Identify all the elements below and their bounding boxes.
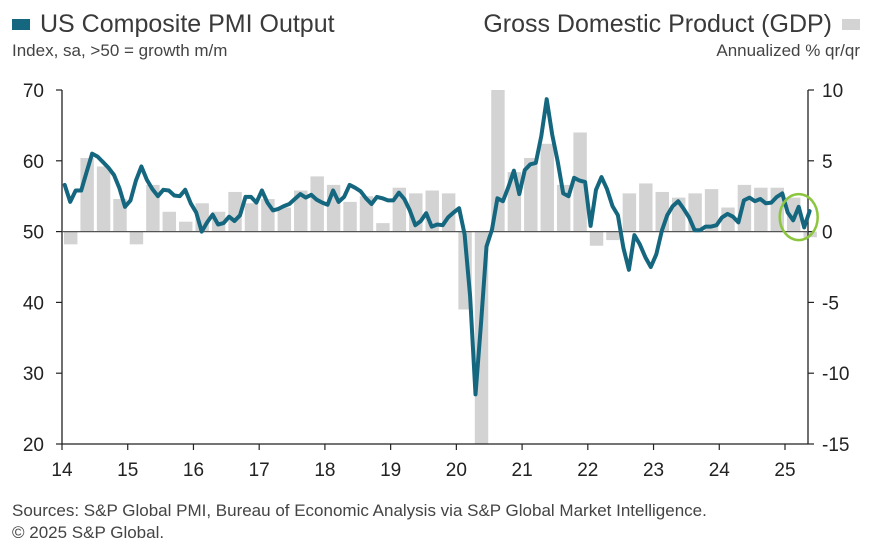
legend-pmi-title: US Composite PMI Output [12, 10, 335, 39]
left-tick-label: 40 [23, 293, 44, 314]
gdp-bar [540, 143, 554, 232]
gdp-bar [162, 211, 177, 232]
legend-pmi-subtitle: Index, sa, >50 = growth m/m [12, 41, 228, 60]
left-tick-label: 70 [23, 81, 44, 102]
x-tick-label: 22 [577, 460, 598, 481]
gdp-bar [277, 207, 292, 232]
x-tick-label: 23 [643, 460, 664, 481]
right-tick-label: -15 [822, 435, 849, 456]
pmi-gdp-chart: 20 30 40 50 60 70 -15 -10 -5 0 5 10 14 15 16 17 18 19 20… [23, 81, 850, 481]
gdp-bar [376, 223, 390, 232]
right-tick-label: 5 [822, 152, 833, 173]
right-tick-label: -5 [822, 293, 839, 314]
gdp-bar [64, 231, 78, 245]
left-tick-label: 30 [23, 364, 44, 385]
gdp-bar [606, 231, 620, 241]
gdp-swatch-icon [842, 19, 860, 30]
gdp-bar [96, 166, 111, 232]
right-tick-label: -10 [822, 364, 849, 385]
latest-readings-highlight-circle [778, 192, 819, 242]
gdp-bar [721, 207, 735, 232]
x-tick-label: 17 [249, 460, 270, 481]
source-line: Sources: S&P Global PMI, Bureau of Econo… [12, 501, 707, 520]
x-tick-label: 14 [51, 460, 73, 481]
gdp-bar [622, 193, 637, 232]
gdp-bar [244, 203, 259, 232]
gdp-bar [688, 193, 702, 232]
gdp-bar [704, 189, 719, 232]
gdp-bar [589, 231, 604, 246]
right-tick-label: 0 [822, 223, 833, 244]
gdp-bar [639, 183, 653, 232]
x-tick-label: 19 [380, 460, 401, 481]
right-axis-ticks: -15 -10 -5 0 5 10 [808, 81, 849, 456]
x-tick-label: 20 [446, 460, 467, 481]
pmi-swatch-icon [12, 19, 30, 30]
source-footer: Sources: S&P Global PMI, Bureau of Econo… [12, 500, 707, 544]
x-tick-label: 21 [512, 460, 533, 481]
x-tick-label: 16 [183, 460, 204, 481]
gdp-bar [754, 187, 768, 232]
gdp-bar [228, 191, 242, 232]
gdp-bar [179, 221, 193, 232]
gdp-bar [491, 90, 505, 232]
gdp-bar [294, 190, 308, 232]
gdp-bar [129, 231, 144, 245]
legend-gdp-title: Gross Domestic Product (GDP) [483, 10, 860, 39]
gdp-bar [737, 184, 752, 232]
x-axis-ticks: 14 15 16 17 18 19 20 21 22 23 24 25 [51, 444, 796, 481]
x-tick-label: 25 [774, 460, 795, 481]
x-tick-label: 24 [709, 460, 731, 481]
x-tick-label: 18 [314, 460, 335, 481]
legend-gdp-subtitle: Annualized % qr/qr [716, 41, 860, 60]
gdp-bar [524, 157, 538, 232]
gdp-bar [343, 201, 357, 232]
x-tick-label: 15 [117, 460, 138, 481]
chart-frame [61, 90, 809, 445]
left-tick-label: 50 [23, 223, 44, 244]
right-tick-label: 10 [822, 81, 843, 102]
legend-gdp: Gross Domestic Product (GDP) Annualized … [483, 10, 860, 61]
left-tick-label: 20 [23, 435, 44, 456]
gdp-bars [64, 90, 817, 444]
pmi-series-line [62, 97, 812, 397]
legend-pmi-label: US Composite PMI Output [40, 10, 335, 38]
legend-pmi: US Composite PMI Output Index, sa, >50 =… [12, 10, 335, 61]
legend-gdp-label: Gross Domestic Product (GDP) [483, 10, 832, 38]
copyright-line: © 2025 S&P Global. [12, 523, 165, 542]
gdp-bar [310, 176, 324, 232]
left-axis-ticks: 20 30 40 50 60 70 [23, 81, 62, 456]
left-tick-label: 60 [23, 152, 44, 173]
